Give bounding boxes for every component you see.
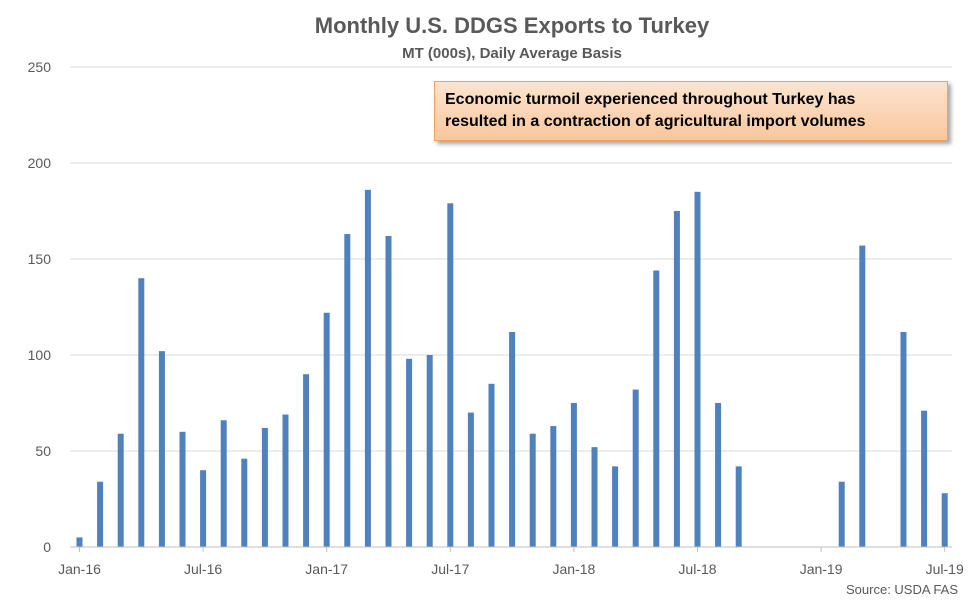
bar xyxy=(838,481,845,547)
bar xyxy=(715,403,722,547)
bar xyxy=(467,412,474,547)
bar xyxy=(261,427,268,547)
bar xyxy=(694,191,701,548)
y-tick-label: 100 xyxy=(28,347,52,363)
chart-title: Monthly U.S. DDGS Exports to Turkey xyxy=(315,13,710,38)
annotation-line-2: resulted in a contraction of agricultura… xyxy=(445,113,866,130)
bar xyxy=(509,331,516,547)
bar xyxy=(282,414,289,547)
y-tick-label: 0 xyxy=(43,539,51,555)
bars xyxy=(76,189,948,548)
x-tick-label: Jan-16 xyxy=(58,561,101,577)
bar xyxy=(673,211,680,547)
bar xyxy=(632,389,639,547)
bar xyxy=(97,481,104,547)
bar xyxy=(550,426,557,547)
bar xyxy=(406,358,413,547)
annotation-callout: Economic turmoil experienced throughout … xyxy=(434,81,948,141)
bar xyxy=(859,245,866,547)
bar xyxy=(735,466,742,547)
bar xyxy=(921,410,928,547)
bar xyxy=(488,383,495,547)
bar xyxy=(344,234,351,548)
x-tick-label: Jul-16 xyxy=(184,561,222,577)
source-label: Source: USDA FAS xyxy=(846,582,958,597)
y-tick-label: 150 xyxy=(28,251,52,267)
y-axis: 0 50 100 150 200 250 xyxy=(28,59,52,555)
bar xyxy=(117,433,124,547)
bar xyxy=(179,431,186,547)
x-tick-label: Jan-19 xyxy=(800,561,843,577)
x-tick-label: Jul-17 xyxy=(431,561,469,577)
x-tick-label: Jul-19 xyxy=(926,561,964,577)
chart-subtitle: MT (000s), Daily Average Basis xyxy=(402,45,622,62)
bar xyxy=(76,537,83,547)
bar xyxy=(220,420,227,547)
bar xyxy=(364,189,371,547)
bar xyxy=(241,458,248,547)
x-tick-label: Jan-18 xyxy=(552,561,595,577)
bar xyxy=(158,351,165,547)
y-tick-label: 50 xyxy=(35,443,51,459)
bar xyxy=(303,374,310,547)
bar xyxy=(529,433,536,547)
bar xyxy=(138,278,145,547)
bar xyxy=(323,312,330,547)
annotation-line-1: Economic turmoil experienced throughout … xyxy=(445,91,856,108)
bar xyxy=(200,470,207,547)
y-tick-label: 250 xyxy=(28,59,52,75)
x-axis: Jan-16 Jul-16 Jan-17 Jul-17 Jan-18 Jul-18 Jan-… xyxy=(58,547,964,577)
bar xyxy=(426,355,433,547)
y-tick-label: 200 xyxy=(28,155,52,171)
x-tick-label: Jul-18 xyxy=(678,561,716,577)
bar xyxy=(447,203,454,547)
bar xyxy=(653,270,660,547)
x-tick-label: Jan-17 xyxy=(305,561,348,577)
bar xyxy=(941,493,948,547)
bar xyxy=(385,235,392,547)
bar xyxy=(900,331,907,547)
bar xyxy=(570,403,577,547)
bar xyxy=(591,447,598,547)
bar xyxy=(612,466,619,547)
